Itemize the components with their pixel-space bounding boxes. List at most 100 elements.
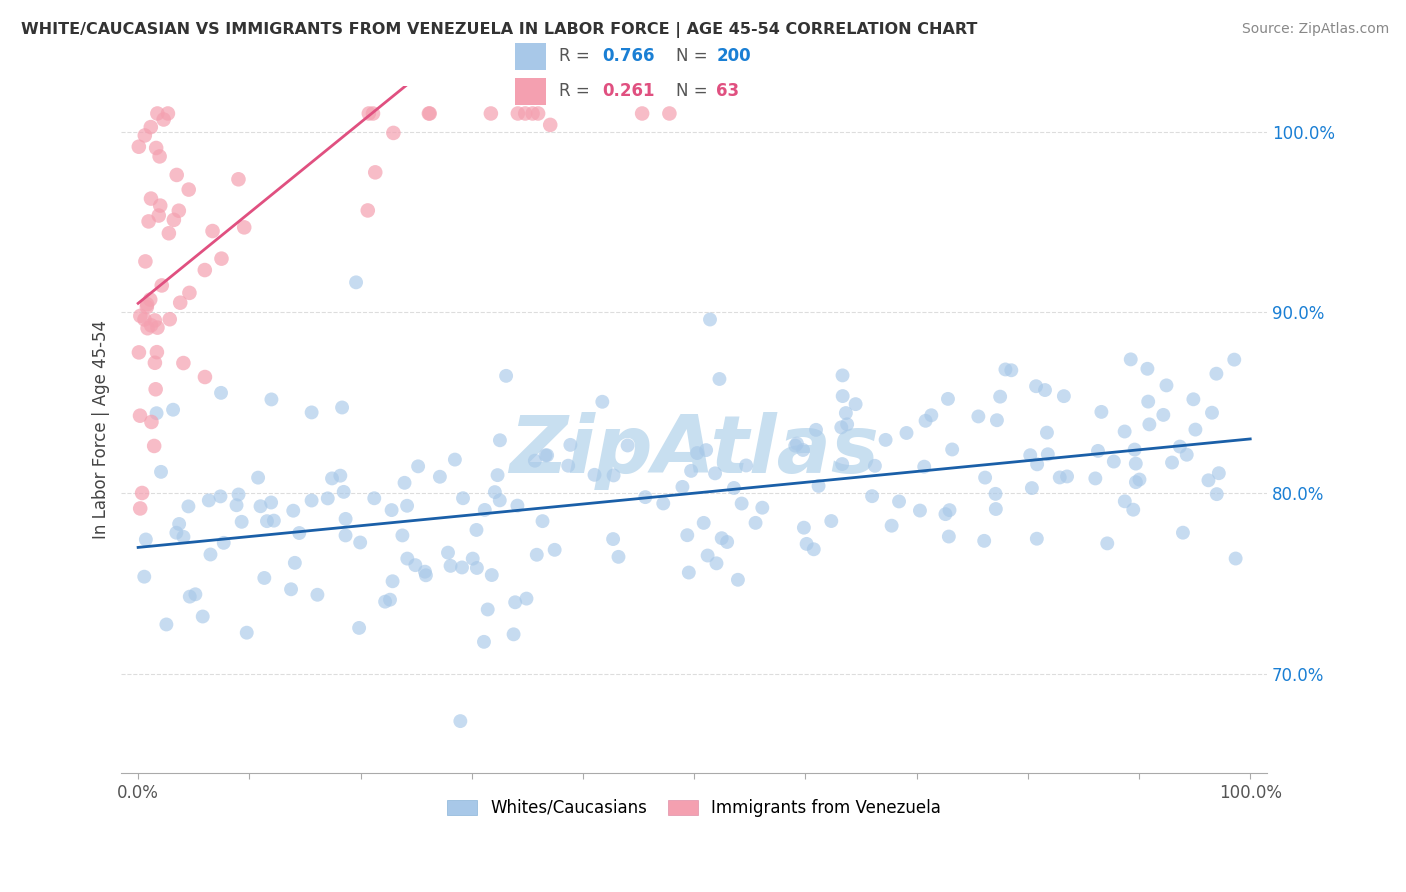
Point <box>631 106 654 120</box>
Point <box>150 278 173 293</box>
Text: ZipAtlas: ZipAtlas <box>509 411 879 490</box>
Point <box>807 479 830 493</box>
Point <box>1000 363 1022 377</box>
Point <box>391 528 413 542</box>
Point <box>1026 458 1049 472</box>
Point <box>704 467 727 481</box>
Point <box>820 514 842 528</box>
Point <box>143 313 166 327</box>
Point <box>531 514 554 528</box>
Point <box>449 714 471 728</box>
Point <box>875 433 897 447</box>
Point <box>863 458 886 473</box>
Y-axis label: In Labor Force | Age 45-54: In Labor Force | Age 45-54 <box>93 320 110 540</box>
Point <box>709 372 731 386</box>
Point <box>394 475 416 490</box>
Point <box>413 565 436 579</box>
Point <box>831 389 853 403</box>
Point <box>723 481 745 495</box>
Point <box>1205 367 1227 381</box>
Point <box>301 493 323 508</box>
Point <box>695 443 717 458</box>
Point <box>681 464 703 478</box>
Point <box>502 627 524 641</box>
Point <box>335 528 357 542</box>
Point <box>1036 447 1059 461</box>
Point <box>406 459 429 474</box>
Point <box>973 533 995 548</box>
Point <box>139 293 162 307</box>
Point <box>536 448 558 462</box>
Point <box>1125 475 1147 490</box>
Point <box>988 390 1011 404</box>
Text: N =: N = <box>676 47 713 65</box>
Point <box>172 530 194 544</box>
Point <box>1137 394 1160 409</box>
Point <box>139 120 162 134</box>
Point <box>316 491 339 506</box>
Point <box>1161 456 1184 470</box>
Point <box>785 439 807 453</box>
Point <box>145 141 167 155</box>
Point <box>198 493 221 508</box>
Point <box>837 417 859 432</box>
Point <box>155 617 177 632</box>
Point <box>1182 392 1205 407</box>
Point <box>735 458 758 473</box>
Point <box>912 459 935 474</box>
Point <box>696 549 718 563</box>
Point <box>538 118 561 132</box>
Point <box>461 551 484 566</box>
Point <box>146 106 169 120</box>
Point <box>451 491 474 506</box>
Point <box>744 516 766 530</box>
Point <box>1053 389 1076 403</box>
Point <box>349 535 371 549</box>
Point <box>676 528 699 542</box>
Point <box>280 582 302 597</box>
Point <box>228 172 250 186</box>
Point <box>330 401 353 415</box>
Point <box>396 551 419 566</box>
Point <box>730 496 752 510</box>
Point <box>179 590 201 604</box>
Point <box>194 370 217 384</box>
Point <box>658 106 681 120</box>
Point <box>149 199 172 213</box>
Point <box>209 385 232 400</box>
Point <box>1114 425 1136 439</box>
Point <box>263 514 285 528</box>
Point <box>986 413 1008 427</box>
Point <box>163 212 186 227</box>
Point <box>526 548 548 562</box>
Point <box>357 203 380 218</box>
Point <box>560 438 582 452</box>
Point <box>786 436 808 450</box>
Point <box>1184 423 1206 437</box>
Point <box>143 439 166 453</box>
Point <box>418 106 440 120</box>
Point <box>146 320 169 334</box>
Point <box>699 312 721 326</box>
Point <box>607 549 630 564</box>
Point <box>1033 383 1056 397</box>
Point <box>1084 471 1107 485</box>
Point <box>887 494 910 508</box>
Point <box>634 490 657 504</box>
Point <box>880 518 903 533</box>
Point <box>845 397 868 411</box>
Point <box>692 516 714 530</box>
Point <box>1197 473 1219 487</box>
Point <box>335 512 357 526</box>
Point <box>260 392 283 407</box>
Point <box>506 499 529 513</box>
Point <box>129 501 152 516</box>
Point <box>134 254 156 268</box>
Point <box>139 318 162 333</box>
Point <box>716 535 738 549</box>
Point <box>347 621 370 635</box>
Point <box>1128 473 1150 487</box>
Point <box>135 300 157 314</box>
Point <box>148 209 170 223</box>
Point <box>835 406 858 420</box>
